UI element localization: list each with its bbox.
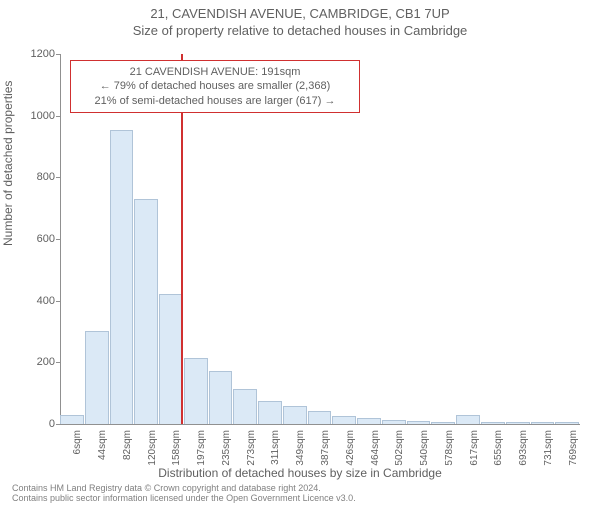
y-tick-label: 1000	[25, 110, 55, 122]
x-tick-label: 120sqm	[147, 430, 158, 470]
footer-attribution: Contains HM Land Registry data © Crown c…	[12, 484, 356, 504]
x-axis: 6sqm44sqm82sqm120sqm158sqm197sqm235sqm27…	[60, 424, 580, 464]
histogram-bar	[456, 415, 480, 424]
x-tick-label: 426sqm	[345, 430, 356, 470]
x-tick-label: 273sqm	[246, 430, 257, 470]
x-tick-label: 655sqm	[493, 430, 504, 470]
y-tick-label: 200	[25, 356, 55, 368]
histogram-bar	[110, 130, 134, 424]
chart-subtitle: Size of property relative to detached ho…	[0, 23, 600, 38]
y-tick-label: 0	[25, 418, 55, 430]
x-tick-label: 769sqm	[568, 430, 579, 470]
y-axis: 020040060080010001200	[25, 54, 60, 424]
x-tick-label: 6sqm	[72, 430, 83, 470]
x-tick-label: 44sqm	[97, 430, 108, 470]
x-tick-label: 502sqm	[394, 430, 405, 470]
y-tick-mark	[56, 239, 60, 240]
histogram-bar	[258, 401, 282, 424]
y-tick-mark	[56, 362, 60, 363]
histogram-bar	[233, 389, 257, 424]
x-tick-label: 311sqm	[270, 430, 281, 470]
x-tick-label: 387sqm	[320, 430, 331, 470]
y-tick-mark	[56, 177, 60, 178]
y-tick-mark	[56, 301, 60, 302]
annotation-box: 21 CAVENDISH AVENUE: 191sqm← 79% of deta…	[70, 60, 360, 113]
x-tick-label: 693sqm	[518, 430, 529, 470]
x-tick-label: 235sqm	[221, 430, 232, 470]
x-tick-label: 82sqm	[122, 430, 133, 470]
y-axis-label: Number of detached properties	[1, 81, 15, 246]
x-tick-label: 578sqm	[444, 430, 455, 470]
chart-title: 21, CAVENDISH AVENUE, CAMBRIDGE, CB1 7UP	[0, 6, 600, 21]
y-tick-label: 800	[25, 171, 55, 183]
y-tick-label: 400	[25, 295, 55, 307]
y-tick-label: 600	[25, 233, 55, 245]
histogram-bar	[60, 415, 84, 424]
histogram-bar	[85, 331, 109, 425]
x-tick-label: 464sqm	[370, 430, 381, 470]
x-tick-label: 617sqm	[469, 430, 480, 470]
x-tick-label: 731sqm	[543, 430, 554, 470]
y-tick-label: 1200	[25, 48, 55, 60]
y-tick-mark	[56, 116, 60, 117]
y-tick-mark	[56, 424, 60, 425]
histogram-bar	[283, 406, 307, 424]
annotation-line: 21% of semi-detached houses are larger (…	[77, 94, 353, 108]
x-tick-label: 197sqm	[196, 430, 207, 470]
chart-container: 21, CAVENDISH AVENUE, CAMBRIDGE, CB1 7UP…	[0, 6, 600, 506]
histogram-bar	[308, 411, 332, 424]
histogram-bar	[159, 294, 183, 425]
x-tick-label: 349sqm	[295, 430, 306, 470]
y-tick-mark	[56, 54, 60, 55]
footer-line2: Contains public sector information licen…	[12, 494, 356, 504]
histogram-bar	[332, 416, 356, 424]
histogram-bar	[134, 199, 158, 424]
x-axis-label: Distribution of detached houses by size …	[0, 466, 600, 480]
histogram-bar	[209, 371, 233, 424]
annotation-line: ← 79% of detached houses are smaller (2,…	[77, 79, 353, 93]
x-tick-label: 158sqm	[171, 430, 182, 470]
annotation-line: 21 CAVENDISH AVENUE: 191sqm	[77, 65, 353, 79]
plot-area: 21 CAVENDISH AVENUE: 191sqm← 79% of deta…	[60, 54, 580, 424]
x-tick-label: 540sqm	[419, 430, 430, 470]
histogram-bar	[184, 358, 208, 424]
